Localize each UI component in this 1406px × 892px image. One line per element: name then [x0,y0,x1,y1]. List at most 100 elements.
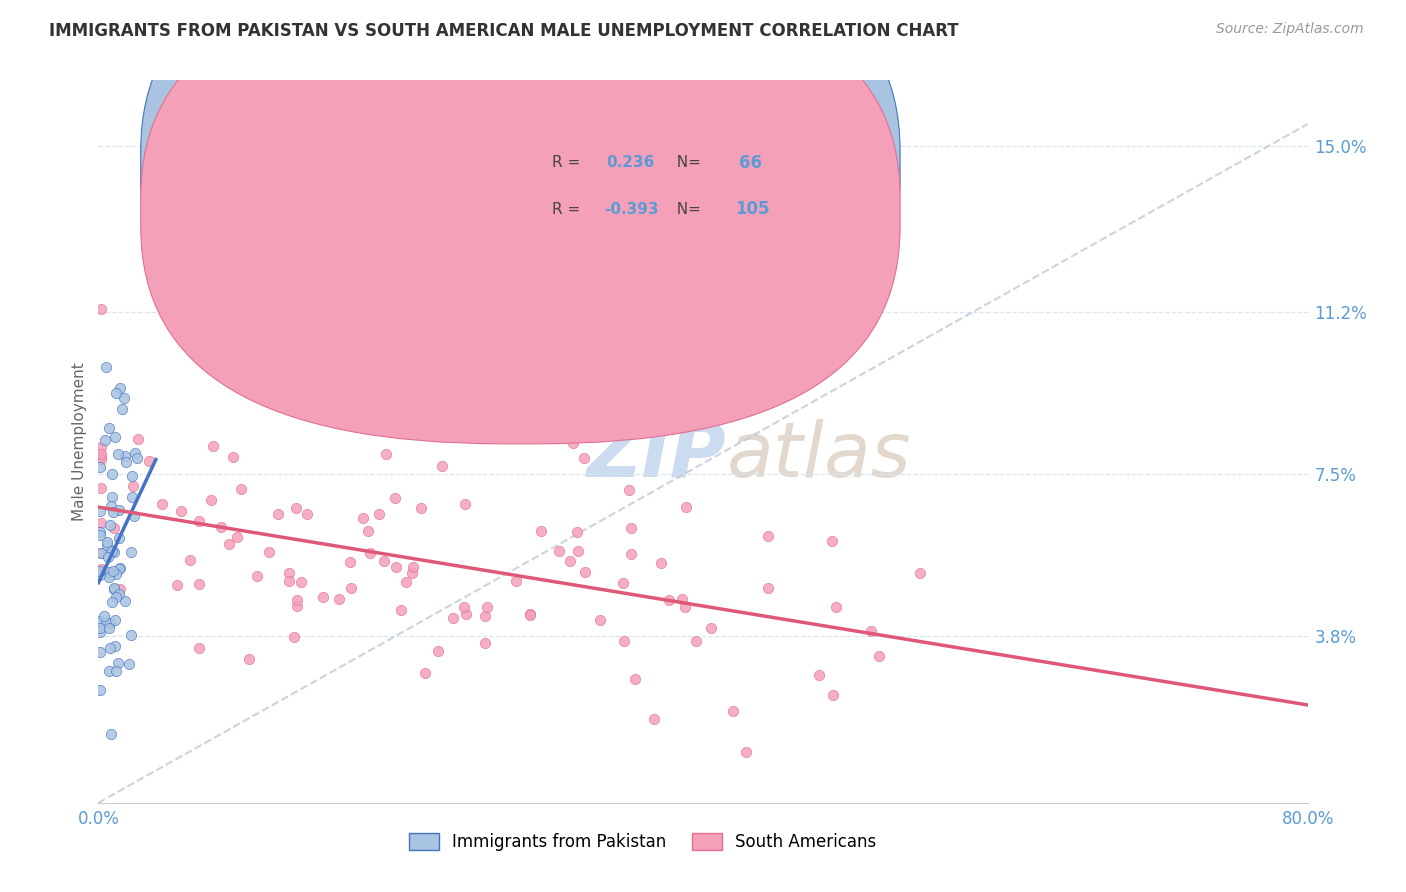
Point [723,704,745,718]
Point [98,641,121,656]
Point [426,644,449,658]
Text: -0.393: -0.393 [603,202,658,217]
Point [389,603,412,617]
Point [94,360,117,375]
Point [90,451,112,466]
Point [285,593,308,607]
Point [90,441,112,455]
Point [302,394,325,409]
Point [624,673,647,687]
Point [90,450,112,465]
Text: R =: R = [551,155,591,170]
Point [105,385,128,400]
Point [613,634,636,648]
Point [122,509,145,524]
Point [104,639,127,653]
Point [100,544,122,558]
Point [90,546,112,560]
Point [328,591,350,606]
Point [98,622,121,636]
Point [402,560,425,574]
Text: N=: N= [666,202,706,217]
Point [297,507,319,521]
Point [150,498,173,512]
Point [620,547,643,561]
Point [103,582,125,597]
Point [103,582,125,596]
Point [238,651,260,665]
Point [103,521,125,535]
Point [96,535,118,549]
Point [367,508,389,522]
Point [89,682,111,697]
Point [94,615,117,629]
Text: ZIP: ZIP [588,419,727,493]
Point [89,565,111,579]
Point [89,645,111,659]
Point [385,560,408,574]
Point [100,499,122,513]
Point [94,433,117,447]
Legend: Immigrants from Pakistan, South Americans: Immigrants from Pakistan, South American… [401,825,884,860]
Point [454,607,477,621]
Point [567,544,589,558]
Point [98,517,121,532]
Point [121,469,143,483]
Text: N=: N= [666,155,710,170]
Point [170,504,193,518]
Point [859,624,882,639]
Point [821,534,844,549]
Point [103,545,125,559]
FancyBboxPatch shape [141,0,900,397]
Point [112,391,135,405]
Point [756,529,779,543]
Point [401,566,423,580]
Point [124,446,146,460]
Point [229,482,252,496]
Point [98,566,121,580]
Point [105,665,128,679]
Point [211,520,233,534]
Point [89,528,111,542]
Point [226,530,249,544]
Text: 0.236: 0.236 [606,155,655,170]
Point [108,532,131,546]
Text: Source: ZipAtlas.com: Source: ZipAtlas.com [1216,22,1364,37]
FancyBboxPatch shape [474,131,800,246]
Point [287,599,309,614]
Point [560,554,582,568]
Point [104,430,127,444]
Point [339,555,361,569]
Point [267,507,290,521]
Point [395,574,418,589]
Point [612,575,634,590]
Point [735,745,758,759]
Point [138,454,160,468]
Point [589,613,612,627]
Point [454,497,477,511]
Point [101,564,124,578]
Point [93,609,115,624]
Point [246,569,269,583]
Point [97,664,120,678]
Point [187,576,209,591]
Point [101,505,124,519]
Point [699,621,721,635]
Point [910,566,932,580]
Point [108,561,131,575]
Point [90,301,112,316]
Point [530,524,553,538]
Point [685,633,707,648]
Point [643,712,665,726]
Point [373,554,395,568]
Point [477,599,499,614]
Point [823,688,845,702]
Point [104,613,127,627]
Point [565,524,588,539]
Point [122,479,145,493]
Point [519,607,541,621]
Point [277,566,299,580]
Point [111,402,134,417]
Point [658,592,681,607]
Point [671,591,693,606]
